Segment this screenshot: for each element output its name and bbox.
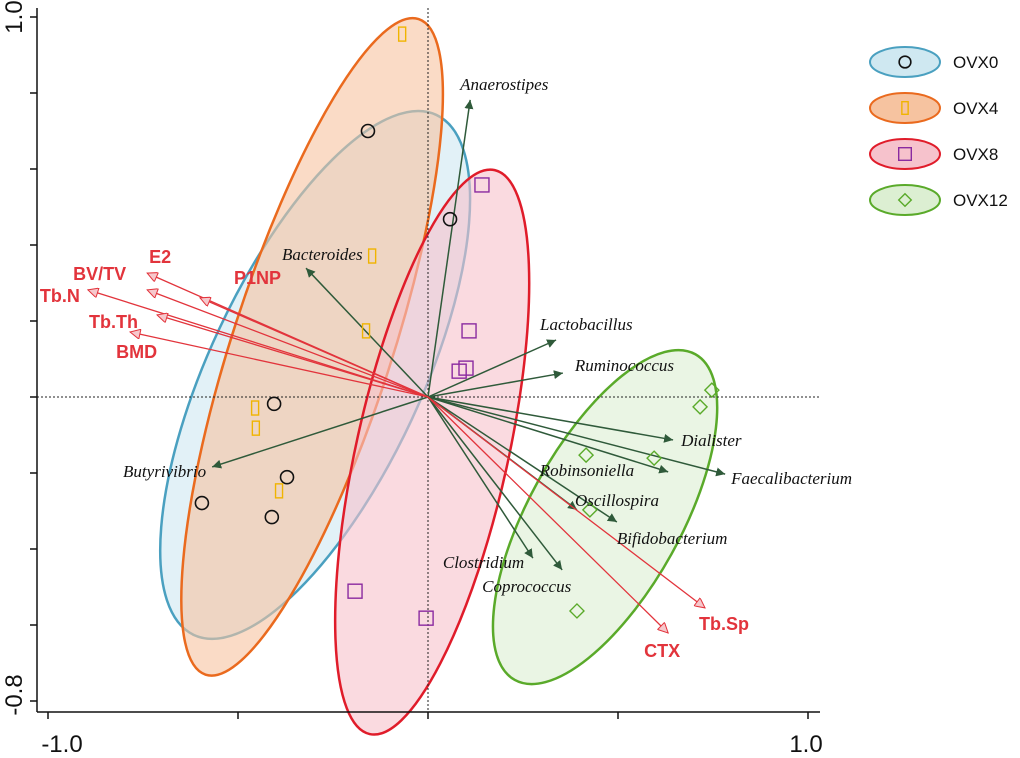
env-label: BV/TV <box>73 264 126 284</box>
x-tick-label: 1.0 <box>789 731 822 758</box>
species-arrow <box>427 396 674 443</box>
species-arrow <box>427 396 669 474</box>
legend-swatch <box>869 46 941 78</box>
species-label: Butyrivibrio <box>123 462 206 481</box>
y-tick-label: -0.8 <box>1 674 28 715</box>
env-arrow <box>427 396 705 608</box>
axes: -1.0 1.0 1.0 -0.8 <box>1 0 823 758</box>
species-arrow <box>427 396 726 477</box>
point-square <box>898 146 913 161</box>
legend-label: OVX8 <box>953 145 998 164</box>
legend-label: OVX4 <box>953 99 998 118</box>
legend-label: OVX0 <box>953 53 998 72</box>
env-arrow <box>200 298 429 398</box>
point-diamond <box>692 398 709 415</box>
species-arrow <box>427 370 564 398</box>
env-label: P1NP <box>234 268 281 288</box>
point-diamond <box>581 501 598 518</box>
point-circle <box>266 396 282 412</box>
species-label: Faecalibacterium <box>730 469 852 488</box>
point-rect <box>901 100 909 115</box>
point-square <box>418 610 434 626</box>
ellipse-ovx8 <box>333 168 531 736</box>
legend-swatch <box>869 184 941 216</box>
species-arrow <box>305 267 429 398</box>
point-rect <box>274 483 284 499</box>
point-circle <box>279 469 295 485</box>
env-label: Tb.Th <box>89 312 138 332</box>
point-diamond <box>568 602 585 619</box>
env-arrow <box>427 396 668 633</box>
legend-item-ovx4: OVX4 <box>869 92 998 124</box>
species-label: Dialister <box>680 431 742 450</box>
species-arrow <box>427 396 534 559</box>
species-label: Anaerostipes <box>459 75 549 94</box>
legend-swatch <box>869 138 941 170</box>
y-tick-label: 1.0 <box>1 0 28 33</box>
point-diamond <box>646 450 663 467</box>
reference-lines <box>37 8 820 712</box>
point-square <box>461 323 477 339</box>
legend-item-ovx8: OVX8 <box>869 138 998 170</box>
arrow-labels: Anaerostipes Bacteroides Lactobacillus Rumi… <box>40 75 852 661</box>
point-circle <box>360 123 376 139</box>
env-arrow <box>88 290 429 398</box>
point-square <box>347 583 363 599</box>
point-diamond <box>703 382 720 399</box>
point-rect <box>361 323 371 339</box>
species-label: Robinsoniella <box>539 461 634 480</box>
legend-swatch <box>869 92 941 124</box>
env-arrow <box>157 315 429 398</box>
species-label: Oscillospira <box>575 491 659 510</box>
legend-label: OVX12 <box>953 191 1008 210</box>
point-circle <box>264 509 280 525</box>
point-rect <box>367 248 377 264</box>
point-square <box>474 177 490 193</box>
point-diamond <box>897 192 913 208</box>
legend-item-ovx12: OVX12 <box>869 184 1008 216</box>
species-label: Ruminococcus <box>574 356 675 375</box>
env-label: E2 <box>149 247 171 267</box>
point-circle <box>898 55 912 69</box>
point-circle <box>442 211 458 227</box>
legend: OVX0 OVX4 OVX8 OVX12 <box>869 46 1008 216</box>
sample-points <box>194 26 720 626</box>
group-ellipses <box>158 16 719 736</box>
species-label: Coprococcus <box>482 577 571 596</box>
species-arrow <box>427 99 474 398</box>
species-label: Clostridium <box>443 553 524 572</box>
env-label: Tb.Sp <box>699 614 749 634</box>
point-rect <box>250 400 260 416</box>
species-label: Lactobacillus <box>539 315 633 334</box>
species-label: Bifidobacterium <box>617 529 727 548</box>
species-label: Bacteroides <box>282 245 363 264</box>
species-arrow <box>427 396 618 523</box>
env-label: CTX <box>644 641 680 661</box>
legend-item-ovx0: OVX0 <box>869 46 998 78</box>
env-label: BMD <box>116 342 157 362</box>
point-rect <box>251 420 261 436</box>
point-diamond <box>578 447 595 464</box>
x-tick-label: -1.0 <box>41 731 82 758</box>
point-rect <box>397 26 407 42</box>
arrows <box>88 99 726 633</box>
point-square <box>451 363 467 379</box>
species-arrow <box>427 339 557 398</box>
env-label: Tb.N <box>40 286 80 306</box>
env-arrow <box>147 290 429 398</box>
species-arrow <box>211 396 429 469</box>
env-arrow <box>130 332 429 398</box>
species-arrow <box>427 396 563 571</box>
point-circle <box>194 495 210 511</box>
